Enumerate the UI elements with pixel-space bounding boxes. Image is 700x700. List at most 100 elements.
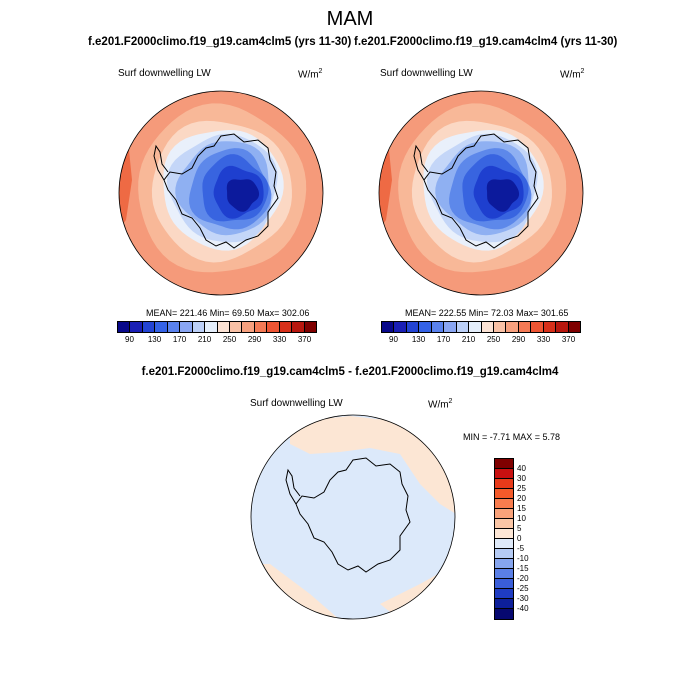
colorbar-box bbox=[543, 322, 557, 332]
antarctica-coastline bbox=[163, 133, 279, 249]
colorbar-box bbox=[444, 322, 457, 332]
colorbar-tick-label: 170 bbox=[172, 335, 187, 344]
map-boundary bbox=[118, 90, 324, 296]
colorbar-box bbox=[304, 322, 316, 332]
colorbar-tick-label: 290 bbox=[247, 335, 262, 344]
colorbar-box bbox=[481, 322, 494, 332]
colorbar-tick-label: 130 bbox=[147, 335, 162, 344]
colorbar-box bbox=[495, 539, 513, 549]
colorbar-box bbox=[155, 322, 168, 332]
positive-anomaly-north bbox=[290, 416, 455, 514]
colorbar-tick-label: 30 bbox=[517, 474, 526, 483]
colorbar-box bbox=[568, 322, 580, 332]
colorbar-box bbox=[394, 322, 407, 332]
panel1-polar-map bbox=[118, 90, 324, 296]
colorbar-box bbox=[229, 322, 243, 332]
colorbar-box bbox=[142, 322, 156, 332]
difference-polar-map bbox=[250, 414, 456, 620]
peninsula-coastline bbox=[153, 144, 169, 181]
colorbar-tick-label: 0 bbox=[517, 534, 522, 543]
season-title: MAM bbox=[326, 8, 374, 30]
panel2-polar-map bbox=[378, 90, 584, 296]
colorbar-tick-label: 20 bbox=[517, 494, 526, 503]
colorbar-box bbox=[419, 322, 432, 332]
colorbar-tick-label: 40 bbox=[517, 464, 526, 473]
colorbar-box bbox=[292, 322, 305, 332]
colorbar-box bbox=[495, 549, 513, 559]
colorbar-box bbox=[495, 529, 513, 539]
colorbar-box bbox=[493, 322, 507, 332]
colorbar-box bbox=[180, 322, 193, 332]
diff-colorbar bbox=[494, 458, 514, 620]
colorbar-box bbox=[167, 322, 181, 332]
peninsula-coastline bbox=[285, 468, 301, 505]
panel1-variable-label: Surf downwelling LW bbox=[118, 68, 211, 79]
colorbar-box bbox=[382, 322, 395, 332]
colorbar-box bbox=[495, 519, 513, 529]
case1-title: f.e201.F2000climo.f19_g19.cam4clm5 (yrs … bbox=[88, 36, 352, 48]
colorbar-box bbox=[495, 599, 513, 609]
panel2-units: W/m2 bbox=[560, 68, 585, 81]
panel1-colorbar: 90 130 170 210 250 290 330 370 bbox=[117, 321, 317, 344]
ice-band-6 bbox=[486, 179, 520, 212]
map-boundary bbox=[250, 414, 456, 620]
case2-title: f.e201.F2000climo.f19_g19.cam4clm4 (yrs … bbox=[354, 36, 618, 48]
colorbar-box bbox=[518, 322, 532, 332]
colorbar-box bbox=[456, 322, 470, 332]
colorbar-tick-label: -30 bbox=[517, 594, 529, 603]
colorbar-tick-label: 15 bbox=[517, 504, 526, 513]
panel1-units: W/m2 bbox=[298, 68, 323, 81]
colorbar-tick-label: 250 bbox=[222, 335, 237, 344]
colorbar-box bbox=[495, 589, 513, 599]
colorbar-tick-label: 290 bbox=[511, 335, 526, 344]
colorbar-box bbox=[495, 569, 513, 579]
colorbar-box bbox=[531, 322, 544, 332]
colorbar-box bbox=[406, 322, 420, 332]
panel2-stats: MEAN= 222.55 Min= 72.03 Max= 301.65 bbox=[405, 308, 569, 318]
antarctica-coastline bbox=[295, 457, 411, 573]
panel2-colorbar: 90 130 170 210 250 290 330 370 bbox=[381, 321, 581, 344]
colorbar-tick-label: -5 bbox=[517, 544, 525, 553]
colorbar-tick-label: 10 bbox=[517, 514, 526, 523]
colorbar-tick-label: -15 bbox=[517, 564, 529, 573]
colorbar-tick-label: 5 bbox=[517, 524, 522, 533]
colorbar-box bbox=[495, 459, 513, 469]
colorbar-box bbox=[495, 479, 513, 489]
colorbar-tick-label: 210 bbox=[461, 335, 476, 344]
diff-variable-label: Surf downwelling LW bbox=[250, 398, 343, 409]
colorbar-tick-label: 25 bbox=[517, 484, 526, 493]
diff-background bbox=[251, 415, 455, 619]
colorbar-box bbox=[242, 322, 255, 332]
colorbar-tick-label: 210 bbox=[197, 335, 212, 344]
panel2-variable-label: Surf downwelling LW bbox=[380, 68, 473, 79]
colorbar-box bbox=[431, 322, 445, 332]
colorbar-box bbox=[495, 499, 513, 509]
colorbar-box bbox=[495, 609, 513, 619]
colorbar-tick-label: -40 bbox=[517, 604, 529, 613]
colorbar-box bbox=[495, 489, 513, 499]
colorbar-box bbox=[506, 322, 519, 332]
colorbar-tick-label: 330 bbox=[536, 335, 551, 344]
colorbar-box bbox=[205, 322, 218, 332]
colorbar-tick-label: 90 bbox=[389, 335, 398, 344]
colorbar-box bbox=[495, 559, 513, 569]
colorbar-box bbox=[556, 322, 569, 332]
colorbar-box bbox=[217, 322, 230, 332]
colorbar-tick-label: 170 bbox=[436, 335, 451, 344]
colorbar-box bbox=[192, 322, 206, 332]
diff-colorbar-labels: 40 30 25 20 15 10 5 0 -5 -10 -15 -20 -25 -30 -40 bbox=[517, 458, 557, 628]
colorbar-tick-label: 370 bbox=[561, 335, 576, 344]
colorbar-box bbox=[267, 322, 280, 332]
colorbar-box bbox=[254, 322, 268, 332]
colorbar-tick-label: 370 bbox=[297, 335, 312, 344]
colorbar-box bbox=[495, 469, 513, 479]
colorbar-tick-label: -25 bbox=[517, 584, 529, 593]
colorbar-box bbox=[495, 579, 513, 589]
difference-title: f.e201.F2000climo.f19_g19.cam4clm5 - f.e… bbox=[141, 366, 559, 378]
peninsula-coastline bbox=[413, 144, 429, 181]
ice-band-6 bbox=[226, 179, 260, 212]
colorbar-tick-label: 250 bbox=[486, 335, 501, 344]
colorbar-box bbox=[495, 509, 513, 519]
diff-units: W/m2 bbox=[428, 398, 453, 411]
colorbar-tick-label: 130 bbox=[411, 335, 426, 344]
